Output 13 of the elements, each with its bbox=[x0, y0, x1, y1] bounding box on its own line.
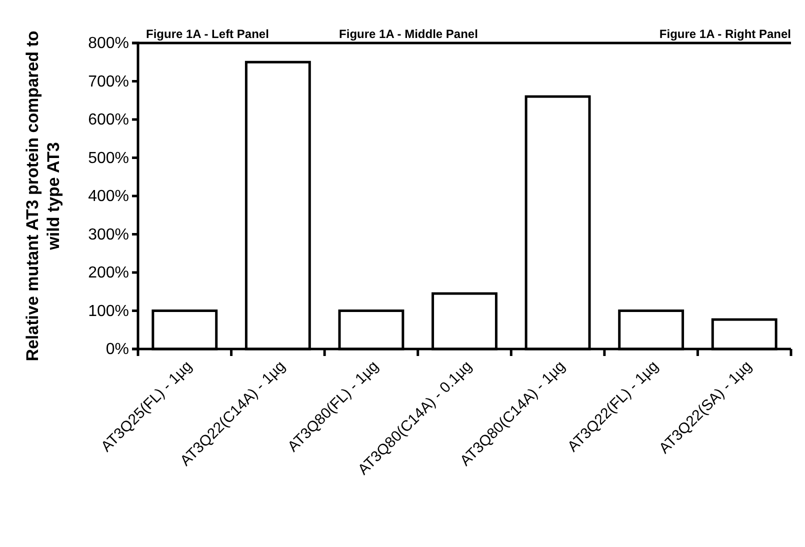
y-tick-label: 300% bbox=[88, 226, 129, 244]
y-tick-label: 200% bbox=[88, 264, 129, 282]
y-tick-label: 700% bbox=[88, 73, 129, 90]
y-axis-title: Relative mutant AT3 protein compared to wild type AT3 bbox=[23, 30, 63, 362]
caption: Figure 1A - Left Panel bbox=[146, 27, 269, 41]
y-tick-label: 0% bbox=[106, 341, 129, 358]
y-tick-label: 800% bbox=[88, 35, 129, 52]
y-tick-label: 600% bbox=[88, 112, 129, 129]
caption: Figure 1A - Right Panel bbox=[659, 27, 791, 41]
y-tick-label: 100% bbox=[88, 302, 129, 320]
y-tick-label: 500% bbox=[88, 150, 129, 167]
y-tick-label: 400% bbox=[88, 188, 129, 206]
caption: Figure 1A - Middle Panel bbox=[339, 27, 478, 41]
